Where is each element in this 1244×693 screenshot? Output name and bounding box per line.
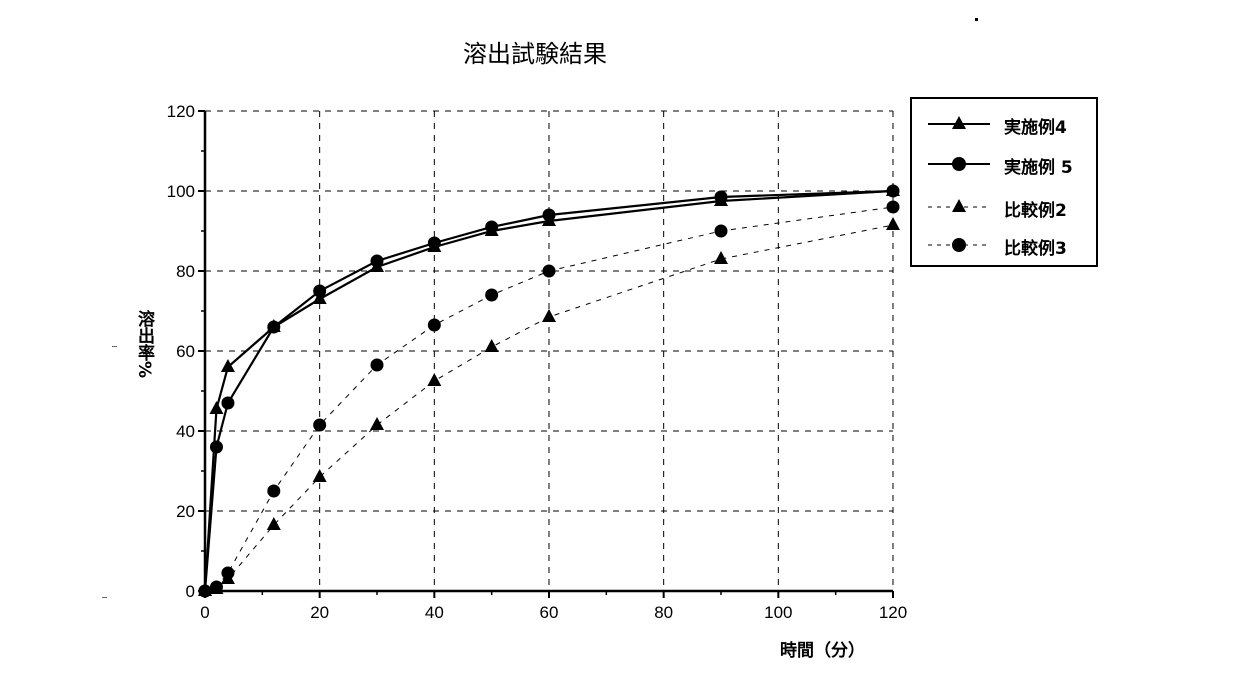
scan-speck	[102, 597, 107, 598]
x-tick-label: 60	[540, 603, 559, 622]
circle-marker	[371, 359, 384, 372]
y-tick-label: 40	[176, 422, 195, 441]
triangle-marker	[485, 339, 499, 352]
circle-marker-icon	[912, 230, 1002, 260]
x-tick-label: 20	[310, 603, 329, 622]
circle-marker	[267, 321, 280, 334]
circle-marker	[210, 441, 223, 454]
triangle-marker	[427, 373, 441, 386]
triangle-marker	[313, 469, 327, 482]
y-tick-label: 120	[167, 102, 195, 121]
legend-label: 実施例4	[1004, 113, 1067, 138]
legend: 実施例4 実施例 5 比較例2 比較例3	[910, 97, 1098, 267]
legend-item-jisshirei5: 実施例 5	[912, 149, 1096, 179]
y-tick-label: 0	[186, 582, 195, 601]
triangle-marker-icon	[912, 192, 1002, 222]
triangle-marker-icon	[912, 109, 1002, 139]
circle-marker	[267, 485, 280, 498]
circle-marker	[485, 221, 498, 234]
x-tick-label: 40	[425, 603, 444, 622]
circle-marker	[715, 225, 728, 238]
circle-marker	[543, 265, 556, 278]
circle-marker	[485, 289, 498, 302]
x-tick-label: 100	[764, 603, 792, 622]
triangle-marker	[542, 309, 556, 322]
triangle-marker	[221, 359, 235, 372]
triangle-marker	[714, 251, 728, 264]
legend-label: 実施例 5	[1004, 153, 1073, 178]
legend-item-jisshirei4: 実施例4	[912, 109, 1096, 139]
circle-marker	[715, 191, 728, 204]
x-tick-label: 0	[200, 603, 209, 622]
circle-marker	[199, 585, 212, 598]
legend-item-hikakurei2: 比較例2	[912, 192, 1096, 222]
triangle-marker	[370, 417, 384, 430]
y-tick-label: 80	[176, 262, 195, 281]
circle-marker	[887, 201, 900, 214]
scan-speck	[112, 346, 117, 347]
circle-marker	[428, 319, 441, 332]
triangle-marker	[209, 401, 223, 414]
scan-speck	[975, 18, 978, 21]
circle-marker	[887, 185, 900, 198]
y-tick-label: 20	[176, 502, 195, 521]
triangle-marker	[886, 217, 900, 230]
triangle-marker	[267, 517, 281, 530]
y-tick-label: 60	[176, 342, 195, 361]
x-tick-label: 80	[654, 603, 673, 622]
circle-marker	[543, 209, 556, 222]
circle-marker	[221, 567, 234, 580]
circle-marker	[313, 419, 326, 432]
circle-marker	[371, 255, 384, 268]
circle-marker	[210, 581, 223, 594]
circle-marker	[221, 397, 234, 410]
legend-label: 比較例2	[1004, 196, 1067, 221]
circle-marker-icon	[912, 149, 1002, 179]
legend-label: 比較例3	[1004, 234, 1067, 259]
circle-marker	[428, 237, 441, 250]
legend-item-hikakurei3: 比較例3	[912, 230, 1096, 260]
circle-marker	[313, 285, 326, 298]
y-tick-label: 100	[167, 182, 195, 201]
x-tick-label: 120	[879, 603, 907, 622]
